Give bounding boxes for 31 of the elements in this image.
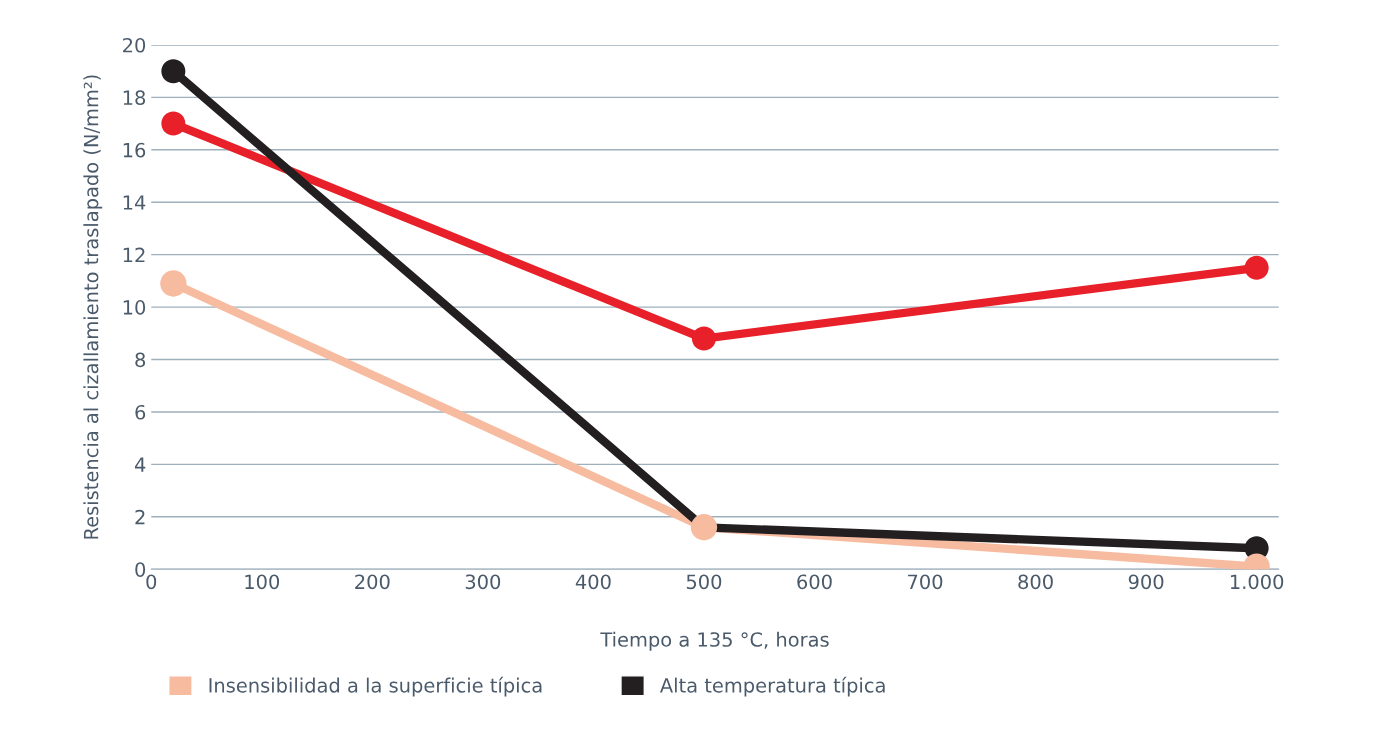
point (161, 59, 186, 84)
x-tick-label: 200 (355, 574, 390, 590)
legend-label: Insensibilidad a la superficie típica (209, 676, 542, 697)
point (161, 111, 186, 136)
y-tick-label: 16 (123, 142, 146, 158)
x-tick-label: 800 (1018, 574, 1053, 590)
y-tick-label: 0 (135, 562, 146, 577)
x-tick-label: 0 (146, 574, 157, 590)
y-tick-label: 18 (123, 90, 146, 106)
x-tick-label: 100 (245, 574, 280, 590)
y-tick-label: 10 (123, 300, 146, 315)
y-tick-label: 12 (123, 247, 145, 263)
x-axis-title: Tiempo a 135 °C, horas (600, 631, 829, 651)
x-tick-label: 400 (575, 574, 611, 590)
x-tick-label: 300 (465, 574, 501, 590)
x-tick-label: 500 (686, 574, 722, 590)
y-tick-label: 2 (135, 509, 145, 525)
x-tick-label: 700 (908, 574, 943, 590)
x-tick-label: 900 (1128, 574, 1164, 590)
y-tick-label: 6 (135, 404, 146, 420)
y-tick-label: 8 (135, 352, 146, 368)
point (1244, 255, 1269, 280)
legend-label: Alta temperatura típica (660, 676, 885, 697)
y-tick-label: 20 (123, 37, 146, 53)
y-axis-title: Resistencia al cizallamiento traslapado (N/mm²) (83, 75, 103, 539)
point (160, 270, 187, 297)
y-tick-label: 4 (134, 457, 146, 472)
point (691, 326, 716, 351)
y-tick-label: 14 (123, 195, 146, 210)
x-tick-label: 1.000 (1230, 574, 1284, 590)
x-tick-label: 600 (797, 574, 832, 590)
